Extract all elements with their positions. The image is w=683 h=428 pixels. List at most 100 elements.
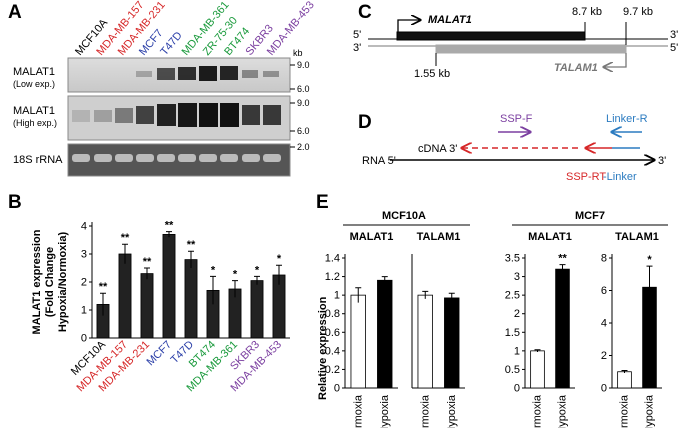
bar xyxy=(377,279,393,389)
length-label: 1.55 kb xyxy=(414,68,450,80)
bar xyxy=(555,268,570,389)
significance: ** xyxy=(143,256,152,268)
error-bar xyxy=(210,275,216,305)
y-tick-label: 0 xyxy=(334,383,340,395)
strand-end: 3' xyxy=(670,29,678,41)
error-bar xyxy=(534,349,541,352)
y-tick-label: 1 xyxy=(81,305,87,317)
bar xyxy=(184,259,198,339)
x-tick-label: Hypoxia xyxy=(644,394,656,428)
panel-letter: E xyxy=(316,192,329,213)
error-bar xyxy=(122,243,128,264)
significance: * xyxy=(211,264,216,276)
y-tick-label: 2 xyxy=(601,350,607,362)
y-tick-label: 2.5 xyxy=(505,290,520,302)
bar xyxy=(118,253,132,339)
chart-title: MALAT1 xyxy=(350,231,394,243)
x-tick-label: Normoxia xyxy=(619,394,631,428)
y-tick-label: 0 xyxy=(601,383,607,395)
group-title: MCF7 xyxy=(575,210,605,222)
panel-letter: D xyxy=(358,112,372,133)
error-bar xyxy=(559,264,566,274)
primer-label: -Linker xyxy=(603,171,637,183)
chart-title: TALAM1 xyxy=(615,231,659,243)
strand-label: 3' xyxy=(658,155,666,167)
y-tick-label: 2 xyxy=(514,308,520,320)
strand-end: 3' xyxy=(353,42,361,54)
significance: ** xyxy=(187,239,196,251)
gene-label: MALAT1 xyxy=(428,14,472,26)
chart-title: TALAM1 xyxy=(417,231,461,243)
error-bar xyxy=(144,267,150,280)
blot-row-label: MALAT1 xyxy=(13,105,55,117)
significance: ** xyxy=(558,253,567,265)
y-tick-label: 1 xyxy=(334,290,340,302)
x-tick-label: MCF7 xyxy=(144,339,174,369)
x-tick-label: Hypoxia xyxy=(557,394,569,428)
y-tick-label: 1 xyxy=(514,345,520,357)
y-tick-label: 0.5 xyxy=(505,364,520,376)
bar xyxy=(417,294,433,389)
y-tick-label: 0.2 xyxy=(325,364,340,376)
significance: * xyxy=(277,253,282,265)
y-tick-label: 3.5 xyxy=(505,253,520,265)
y-tick-label: 1.4 xyxy=(325,253,340,265)
error-bar xyxy=(100,292,106,316)
y-tick-label: 1.2 xyxy=(325,271,340,283)
y-tick-label: 0 xyxy=(81,333,87,345)
bar xyxy=(444,297,460,389)
bar xyxy=(140,273,154,339)
marker: 9.0 xyxy=(297,60,310,70)
length-label: 9.7 kb xyxy=(623,6,653,18)
significance: ** xyxy=(165,220,174,232)
primer-label: SSP-F xyxy=(500,113,533,125)
error-bar xyxy=(381,276,388,284)
y-tick-label: 6 xyxy=(601,285,607,297)
y-axis-label: (Fold Change xyxy=(44,247,56,317)
strand-label: cDNA 3' xyxy=(418,143,457,155)
marker: 9.0 xyxy=(297,98,310,108)
strand-end: 5' xyxy=(353,29,361,41)
strand-end: 5' xyxy=(670,42,678,54)
bar xyxy=(617,371,632,389)
blot-row-label: 18S rRNA xyxy=(13,154,63,166)
blot-row-label: MALAT1 xyxy=(13,66,55,78)
significance: * xyxy=(255,264,260,276)
primer-label: SSP-RT xyxy=(566,171,606,183)
gene-map xyxy=(368,20,668,67)
y-tick-label: 1.5 xyxy=(505,327,520,339)
error-bar xyxy=(422,290,429,299)
panel-letter: B xyxy=(8,192,22,213)
y-tick-label: 4 xyxy=(601,318,607,330)
error-bar xyxy=(621,369,628,374)
chart-title: MALAT1 xyxy=(528,231,572,243)
blot-row-note: (Low exp.) xyxy=(13,79,55,89)
error-bar xyxy=(232,280,238,298)
kb-label: kb xyxy=(293,48,303,58)
y-tick-label: 0.6 xyxy=(325,327,340,339)
error-bar xyxy=(188,250,194,268)
error-bar xyxy=(646,265,653,309)
error-bar xyxy=(254,275,260,285)
group-title: MCF10A xyxy=(382,210,426,222)
bar xyxy=(162,233,176,339)
significance: ** xyxy=(99,281,108,293)
x-tick-label: Normoxia xyxy=(419,394,431,428)
error-bar xyxy=(166,231,172,238)
x-tick-label: Hypoxia xyxy=(446,394,458,428)
y-axis-label: Relative expression xyxy=(317,296,329,400)
panel-letter: A xyxy=(8,2,22,23)
y-tick-label: 4 xyxy=(81,221,87,233)
y-tick-label: 3 xyxy=(81,249,87,261)
length-label: 8.7 kb xyxy=(572,6,602,18)
strand-label: RNA 5' xyxy=(362,155,396,167)
marker: 2.0 xyxy=(297,142,310,152)
significance: ** xyxy=(121,232,130,244)
blot-row-note: (High exp.) xyxy=(13,118,57,128)
x-tick-label: Hypoxia xyxy=(379,394,391,428)
y-tick-label: 0.4 xyxy=(325,345,340,357)
y-tick-label: 8 xyxy=(601,253,607,265)
x-tick-label: Normoxia xyxy=(532,394,544,428)
y-axis-label: Hypoxia/Normoxia) xyxy=(57,232,69,333)
